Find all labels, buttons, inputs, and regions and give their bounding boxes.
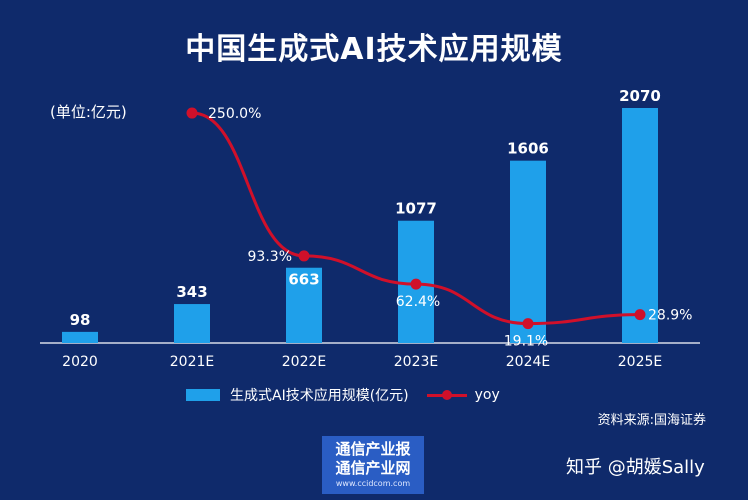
legend-line-swatch [426,389,467,401]
bar-value-label: 1606 [507,140,549,158]
publisher-badge: 通信产业报 通信产业网 www.ccidcom.com [322,436,424,494]
x-tick-label: 2023E [394,354,438,370]
yoy-value-label: 93.3% [248,249,292,265]
yoy-point [522,318,534,330]
watermark: 知乎 @胡媛Sally [566,457,705,478]
x-tick-label: 2024E [506,354,550,370]
yoy-value-label: 250.0% [208,106,261,122]
yoy-value-label: 19.1% [504,334,548,350]
unit-label: (单位:亿元) [50,103,127,121]
badge-line-2: 通信产业网 [335,459,411,477]
yoy-point [634,309,646,321]
legend-line-label: yoy [474,387,500,403]
bar-value-label: 98 [70,311,91,329]
bar-value-label: 663 [288,271,319,289]
x-tick-label: 2021E [170,354,214,370]
yoy-value-label: 62.4% [396,294,440,310]
source-note: 资料来源:国海证券 [597,413,706,428]
x-tick-label: 2022E [282,354,326,370]
legend: 生成式AI技术应用规模(亿元) yoy [186,385,500,405]
bar [510,160,546,343]
bar-value-label: 1077 [395,200,437,218]
yoy-point [410,278,422,290]
bar [286,267,322,343]
x-tick-label: 2020 [62,354,98,370]
yoy-line [191,111,641,326]
chart-title: 中国生成式AI技术应用规模 [185,32,563,67]
yoy-point [298,250,310,262]
legend-bar-label: 生成式AI技术应用规模(亿元) [230,388,409,404]
bar-value-label: 2070 [619,87,661,105]
yoy-point [186,107,198,119]
yoy-value-label: 28.9% [648,308,692,324]
legend-bar-swatch [186,389,220,401]
bar-value-label: 343 [176,283,207,301]
badge-line-1: 通信产业报 [335,440,411,458]
bar [174,304,210,343]
badge-url: www.ccidcom.com [335,479,411,488]
x-tick-label: 2025E [618,354,662,370]
bar [62,331,98,343]
bar [622,108,658,343]
legend-line-dot [441,390,452,400]
